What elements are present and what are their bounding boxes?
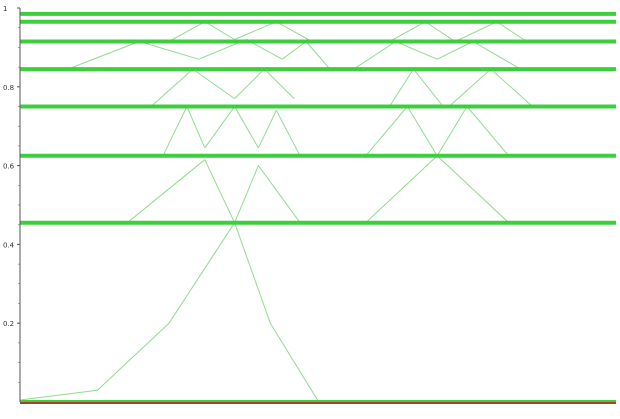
peak-curve-3 [234,165,301,223]
y-tick-label: 0.6 [3,163,15,171]
y-tick-label: 1 [3,5,7,13]
y-tick-label: 0.2 [3,320,14,328]
y-axis: 1 0.8 0.6 0.4 0.2 [3,5,21,402]
y-tick-label: 0.8 [3,84,14,92]
peak-curve-7 [257,109,301,157]
plateau-bands [20,11,616,225]
peak-curve-2 [126,159,236,224]
baseline [20,400,616,404]
y-tick-label: 0.4 [3,241,15,249]
